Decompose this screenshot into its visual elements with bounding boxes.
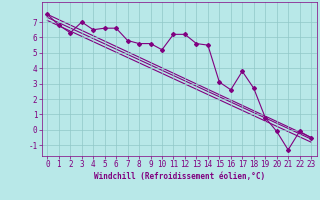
X-axis label: Windchill (Refroidissement éolien,°C): Windchill (Refroidissement éolien,°C) xyxy=(94,172,265,181)
